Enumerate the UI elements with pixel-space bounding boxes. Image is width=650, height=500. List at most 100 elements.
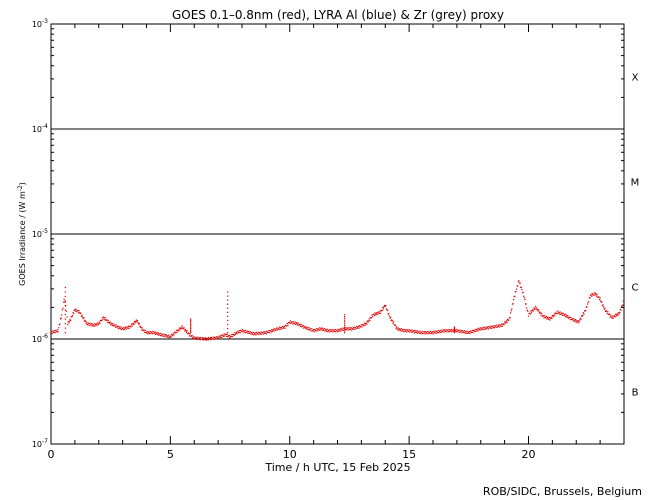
goes-data-point [426, 332, 428, 334]
goes-spike-point [64, 322, 66, 325]
goes-data-point [218, 338, 220, 340]
goes-data-point [366, 320, 368, 322]
goes-data-point [325, 329, 327, 331]
goes-data-point [477, 330, 479, 332]
goes-data-point [512, 303, 514, 305]
goes-data-point [405, 329, 407, 331]
goes-data-point [619, 308, 622, 310]
goes-data-point [364, 323, 367, 325]
goes-data-point [474, 331, 476, 333]
goes-data-point [71, 316, 73, 318]
x-axis-ticks: 0 5 10 15 20 [48, 24, 625, 461]
goes-data-point [177, 329, 179, 331]
goes-data-point [542, 315, 545, 317]
goes-data-point [326, 328, 328, 330]
goes-data-point [217, 336, 219, 338]
goes-data-point [537, 310, 539, 312]
x-tick-label: 20 [522, 448, 536, 461]
goes-data-point [313, 331, 315, 333]
goes-data-point [58, 327, 60, 329]
goes-data-point [385, 308, 388, 310]
goes-data-point [431, 332, 433, 334]
goes-data-point [385, 304, 387, 307]
goes-data-point [606, 310, 608, 312]
goes-data-point [124, 327, 126, 329]
goes-data-point [559, 311, 561, 313]
goes-data-point [478, 328, 481, 331]
x-tick-label: 15 [402, 448, 416, 461]
goes-data-point [194, 336, 196, 338]
goes-data-point [299, 323, 301, 326]
goes-data-point [183, 327, 185, 329]
goes-data-point [282, 327, 284, 329]
goes-data-point [553, 313, 555, 315]
goes-data-point [578, 321, 580, 323]
goes-data-point [106, 319, 108, 321]
goes-data-point [411, 329, 413, 331]
goes-data-point [320, 328, 322, 330]
goes-data-point [503, 324, 505, 326]
goes-spike-point [344, 314, 346, 316]
goes-data-point [60, 317, 62, 319]
goes-data-point [241, 330, 243, 333]
goes-data-point [284, 324, 287, 327]
goes-data-point [555, 312, 558, 315]
goes-data-point [201, 338, 203, 340]
goes-data-point [350, 327, 352, 329]
goes-data-point [350, 329, 352, 331]
goes-data-point [249, 332, 251, 334]
goes-data-point [101, 319, 103, 322]
goes-data-point [191, 337, 194, 339]
goes-data-point [147, 331, 149, 333]
goes-data-point [376, 312, 378, 314]
goes-data-point [610, 316, 613, 318]
goes-data-point [327, 331, 329, 333]
goes-data-point [419, 332, 422, 335]
goes-data-point [291, 321, 293, 323]
goes-data-point [434, 330, 436, 332]
goes-data-point [170, 333, 173, 336]
goes-data-point [467, 332, 469, 334]
goes-data-point [545, 315, 548, 318]
goes-data-point [372, 316, 374, 318]
goes-data-point [130, 323, 133, 325]
goes-data-point [180, 326, 182, 328]
goes-data-point [602, 304, 604, 306]
goes-spike-point [227, 327, 229, 330]
goes-data-point [610, 314, 612, 316]
goes-data-point [495, 325, 497, 327]
goes-data-point [486, 328, 488, 330]
goes-data-point [442, 329, 444, 331]
goes-data-point [196, 338, 198, 340]
goes-data-point [446, 331, 448, 333]
goes-data-point [231, 335, 234, 338]
goes-data-point [469, 332, 471, 335]
goes-data-point [176, 331, 178, 333]
goes-data-point [76, 311, 78, 313]
goes-data-point [323, 327, 325, 330]
goes-data-point [502, 323, 505, 325]
goes-data-point [518, 280, 520, 282]
goes-data-point [329, 331, 331, 333]
goes-data-point [81, 314, 83, 316]
goes-data-point [564, 316, 567, 318]
goes-data-point [600, 300, 602, 302]
goes-data-point [132, 323, 134, 325]
goes-data-point [216, 338, 218, 340]
goes-data-point [172, 334, 174, 336]
goes-data-point [492, 326, 494, 328]
goes-data-point [393, 321, 395, 323]
goes-data-point [583, 313, 585, 315]
goes-data-point [156, 333, 158, 335]
goes-data-point [324, 330, 326, 332]
goes-spike-point [227, 311, 229, 313]
goes-data-point [593, 292, 595, 294]
goes-spike-point [344, 330, 346, 332]
x-axis-label: Time / h UTC, 15 Feb 2025 [264, 461, 410, 474]
goes-data-point [50, 332, 52, 334]
goes-data-point [621, 305, 623, 307]
goes-data-point [382, 306, 384, 309]
goes-data-point [416, 330, 418, 332]
goes-data-point [530, 312, 533, 314]
goes-data-point [508, 319, 510, 321]
